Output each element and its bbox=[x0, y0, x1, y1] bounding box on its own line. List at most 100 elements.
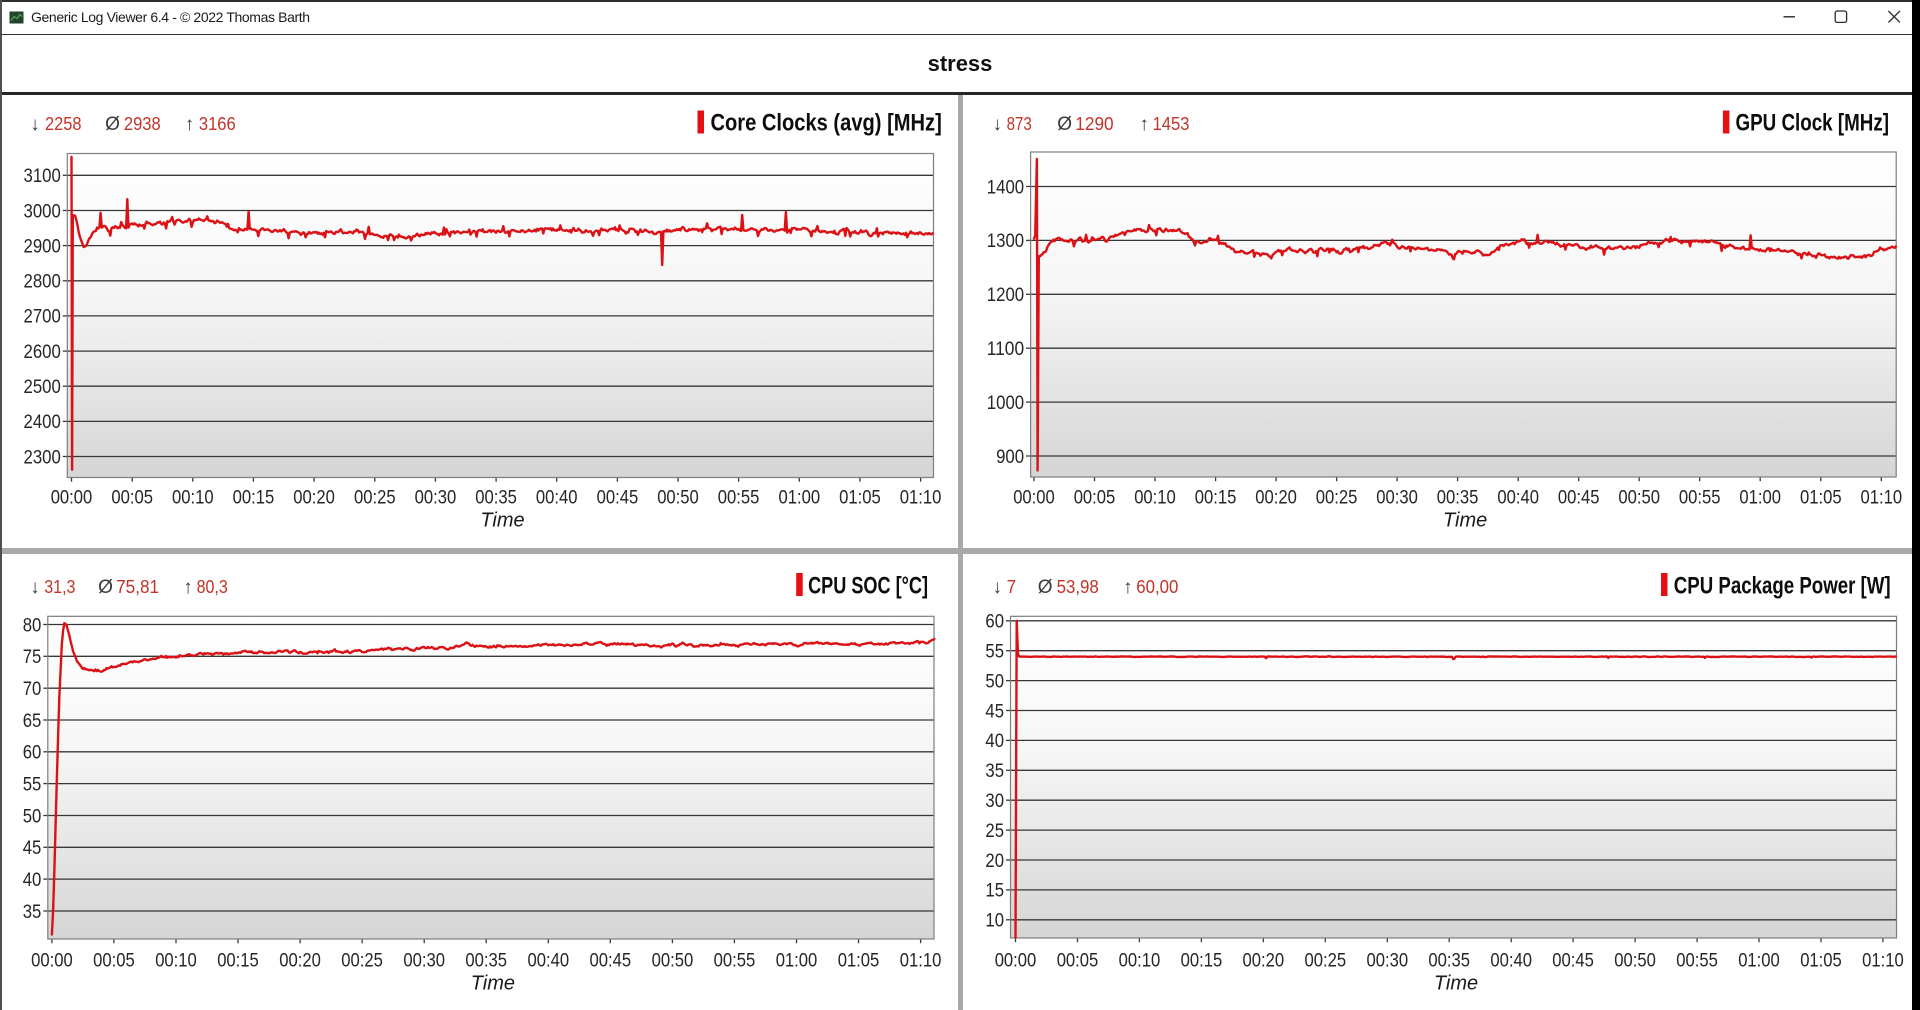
svg-text:80: 80 bbox=[23, 615, 42, 636]
svg-text:Time: Time bbox=[1434, 973, 1478, 995]
svg-text:Time: Time bbox=[1443, 510, 1487, 532]
svg-text:00:15: 00:15 bbox=[1195, 488, 1237, 509]
svg-text:00:30: 00:30 bbox=[1376, 488, 1418, 509]
svg-text:25: 25 bbox=[985, 821, 1004, 842]
svg-text:01:05: 01:05 bbox=[838, 951, 880, 972]
svg-text:60,00: 60,00 bbox=[1136, 576, 1178, 597]
svg-text:00:35: 00:35 bbox=[475, 488, 517, 509]
svg-text:00:35: 00:35 bbox=[1437, 488, 1479, 509]
svg-text:2600: 2600 bbox=[24, 342, 61, 363]
svg-text:↑: ↑ bbox=[1123, 577, 1133, 598]
svg-text:00:00: 00:00 bbox=[31, 951, 73, 972]
svg-text:00:25: 00:25 bbox=[1316, 488, 1358, 509]
svg-text:00:00: 00:00 bbox=[51, 488, 93, 509]
svg-text:01:10: 01:10 bbox=[900, 951, 942, 972]
svg-text:2800: 2800 bbox=[24, 272, 61, 293]
svg-text:50: 50 bbox=[985, 671, 1004, 692]
svg-text:Ø: Ø bbox=[98, 577, 113, 598]
svg-text:Ø: Ø bbox=[105, 114, 120, 135]
svg-text:00:30: 00:30 bbox=[403, 951, 445, 972]
svg-text:00:55: 00:55 bbox=[714, 951, 756, 972]
svg-text:1100: 1100 bbox=[987, 339, 1024, 360]
svg-text:60: 60 bbox=[23, 743, 42, 764]
svg-text:00:55: 00:55 bbox=[718, 488, 760, 509]
svg-text:00:45: 00:45 bbox=[590, 951, 632, 972]
svg-text:31,3: 31,3 bbox=[44, 576, 75, 597]
svg-text:00:35: 00:35 bbox=[1428, 951, 1470, 972]
svg-text:01:00: 01:00 bbox=[779, 488, 821, 509]
svg-text:1000: 1000 bbox=[987, 393, 1024, 414]
svg-text:1200: 1200 bbox=[987, 285, 1024, 306]
svg-text:45: 45 bbox=[985, 701, 1004, 722]
svg-text:00:10: 00:10 bbox=[172, 488, 214, 509]
svg-text:00:20: 00:20 bbox=[279, 951, 321, 972]
svg-text:00:50: 00:50 bbox=[652, 951, 694, 972]
svg-text:00:00: 00:00 bbox=[1013, 488, 1055, 509]
svg-text:00:05: 00:05 bbox=[1057, 951, 1099, 972]
svg-text:2500: 2500 bbox=[24, 377, 61, 398]
svg-text:1453: 1453 bbox=[1153, 113, 1190, 134]
svg-text:↑: ↑ bbox=[185, 114, 195, 135]
svg-text:00:10: 00:10 bbox=[1119, 951, 1161, 972]
svg-text:↓: ↓ bbox=[993, 114, 1003, 135]
svg-text:2258: 2258 bbox=[45, 113, 82, 134]
svg-text:75: 75 bbox=[23, 647, 42, 668]
svg-text:1300: 1300 bbox=[987, 231, 1024, 252]
svg-text:15: 15 bbox=[985, 881, 1004, 902]
svg-text:00:40: 00:40 bbox=[1497, 488, 1539, 509]
svg-text:Core Clocks (avg) [MHz]: Core Clocks (avg) [MHz] bbox=[711, 110, 942, 137]
svg-text:00:10: 00:10 bbox=[155, 951, 197, 972]
svg-text:CPU Package Power [W]: CPU Package Power [W] bbox=[1674, 573, 1891, 600]
svg-text:873: 873 bbox=[1007, 113, 1032, 134]
svg-text:900: 900 bbox=[996, 447, 1024, 468]
svg-text:00:25: 00:25 bbox=[1305, 951, 1347, 972]
svg-text:00:10: 00:10 bbox=[1134, 488, 1176, 509]
svg-text:00:20: 00:20 bbox=[1243, 951, 1285, 972]
svg-text:00:45: 00:45 bbox=[1558, 488, 1600, 509]
svg-text:00:45: 00:45 bbox=[597, 488, 639, 509]
svg-text:00:40: 00:40 bbox=[1490, 951, 1532, 972]
svg-text:2300: 2300 bbox=[24, 447, 61, 468]
svg-text:20: 20 bbox=[985, 851, 1004, 872]
svg-text:01:00: 01:00 bbox=[1739, 488, 1781, 509]
svg-text:00:30: 00:30 bbox=[415, 488, 457, 509]
svg-text:10: 10 bbox=[985, 911, 1004, 932]
svg-text:65: 65 bbox=[23, 711, 42, 732]
svg-text:75,81: 75,81 bbox=[116, 576, 159, 597]
svg-text:01:05: 01:05 bbox=[839, 488, 881, 509]
svg-text:CPU SOC [°C]: CPU SOC [°C] bbox=[808, 573, 928, 600]
svg-text:↓: ↓ bbox=[30, 577, 40, 598]
svg-text:00:05: 00:05 bbox=[93, 951, 135, 972]
svg-text:30: 30 bbox=[985, 791, 1004, 812]
svg-text:00:50: 00:50 bbox=[657, 488, 699, 509]
svg-text:01:00: 01:00 bbox=[1738, 951, 1780, 972]
svg-text:70: 70 bbox=[23, 679, 42, 700]
svg-text:00:30: 00:30 bbox=[1367, 951, 1409, 972]
svg-text:55: 55 bbox=[23, 774, 42, 795]
svg-text:00:05: 00:05 bbox=[1074, 488, 1116, 509]
svg-text:00:55: 00:55 bbox=[1676, 951, 1718, 972]
svg-text:↑: ↑ bbox=[1139, 114, 1149, 135]
svg-text:00:25: 00:25 bbox=[354, 488, 396, 509]
svg-text:Ø: Ø bbox=[1057, 114, 1072, 135]
svg-text:00:55: 00:55 bbox=[1679, 488, 1721, 509]
svg-text:00:15: 00:15 bbox=[1181, 951, 1223, 972]
svg-text:2938: 2938 bbox=[124, 113, 161, 134]
svg-text:35: 35 bbox=[985, 761, 1004, 782]
svg-text:1290: 1290 bbox=[1075, 113, 1113, 134]
svg-text:00:40: 00:40 bbox=[536, 488, 578, 509]
svg-text:00:50: 00:50 bbox=[1618, 488, 1660, 509]
svg-text:Ø: Ø bbox=[1038, 577, 1053, 598]
svg-text:1400: 1400 bbox=[987, 177, 1024, 198]
svg-text:3166: 3166 bbox=[199, 113, 236, 134]
svg-text:01:05: 01:05 bbox=[1800, 951, 1842, 972]
svg-text:00:15: 00:15 bbox=[217, 951, 259, 972]
svg-text:↓: ↓ bbox=[993, 577, 1003, 598]
svg-text:40: 40 bbox=[985, 731, 1004, 752]
svg-text:00:35: 00:35 bbox=[465, 951, 507, 972]
svg-text:00:05: 00:05 bbox=[111, 488, 153, 509]
svg-text:2900: 2900 bbox=[24, 236, 61, 257]
svg-text:35: 35 bbox=[23, 902, 42, 923]
svg-text:53,98: 53,98 bbox=[1057, 576, 1099, 597]
svg-text:01:10: 01:10 bbox=[1861, 488, 1903, 509]
